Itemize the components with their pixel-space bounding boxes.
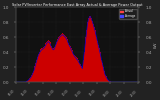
Bar (97, 41, 98, 82)
Bar (56, 40, 57, 82)
Bar (43, 47, 44, 82)
Bar (88, 18, 89, 82)
Bar (46, 42, 47, 82)
Legend: Actual, Average: Actual, Average (119, 9, 137, 19)
Bar (51, 46, 52, 82)
Bar (53, 48, 54, 82)
Bar (102, 63, 103, 82)
Bar (63, 34, 64, 82)
Bar (75, 56, 76, 82)
Bar (107, 79, 108, 82)
Bar (101, 60, 102, 82)
Bar (78, 60, 79, 82)
Bar (31, 75, 32, 82)
Bar (69, 45, 70, 82)
Bar (104, 71, 105, 82)
Bar (49, 41, 50, 82)
Bar (91, 18, 92, 82)
Bar (34, 66, 35, 82)
Bar (39, 52, 40, 82)
Bar (50, 42, 51, 82)
Bar (60, 35, 61, 82)
Bar (76, 57, 77, 82)
Bar (98, 45, 99, 82)
Bar (66, 37, 67, 82)
Bar (54, 47, 55, 82)
Bar (44, 46, 45, 82)
Bar (28, 79, 29, 82)
Bar (70, 46, 71, 82)
Bar (106, 76, 107, 82)
Bar (105, 75, 106, 82)
Bar (103, 67, 104, 82)
Bar (37, 57, 38, 82)
Bar (35, 63, 36, 82)
Bar (40, 49, 41, 82)
Bar (79, 63, 80, 82)
Bar (65, 36, 66, 82)
Bar (55, 45, 56, 82)
Bar (108, 80, 109, 82)
Bar (71, 48, 72, 82)
Bar (41, 48, 42, 82)
Bar (99, 48, 100, 82)
Bar (52, 48, 53, 82)
Bar (67, 39, 68, 82)
Bar (29, 78, 30, 82)
Bar (62, 33, 63, 82)
Bar (27, 81, 28, 82)
Bar (26, 81, 27, 82)
Bar (84, 45, 85, 82)
Bar (85, 37, 86, 82)
Bar (30, 77, 31, 82)
Bar (95, 30, 96, 82)
Bar (92, 21, 93, 82)
Bar (38, 54, 39, 82)
Bar (89, 16, 90, 82)
Bar (45, 43, 46, 82)
Bar (90, 16, 91, 82)
Bar (57, 39, 58, 82)
Bar (109, 81, 110, 82)
Bar (100, 52, 101, 82)
Bar (58, 37, 59, 82)
Bar (81, 66, 82, 82)
Bar (96, 37, 97, 82)
Bar (47, 41, 48, 82)
Bar (42, 48, 43, 82)
Bar (110, 81, 111, 82)
Bar (68, 43, 69, 82)
Bar (74, 55, 75, 82)
Bar (73, 54, 74, 82)
Bar (72, 50, 73, 82)
Y-axis label: kW: kW (153, 41, 157, 48)
Bar (59, 36, 60, 82)
Bar (83, 60, 84, 82)
Bar (80, 64, 81, 82)
Bar (32, 73, 33, 82)
Bar (61, 34, 62, 82)
Bar (33, 71, 34, 82)
Bar (77, 58, 78, 82)
Bar (87, 22, 88, 82)
Title: Solar PV/Inverter Performance East Array Actual & Average Power Output: Solar PV/Inverter Performance East Array… (12, 3, 143, 7)
Bar (64, 35, 65, 82)
Bar (94, 27, 95, 82)
Bar (93, 24, 94, 82)
Bar (36, 60, 37, 82)
Bar (48, 40, 49, 82)
Bar (82, 67, 83, 82)
Bar (86, 30, 87, 82)
